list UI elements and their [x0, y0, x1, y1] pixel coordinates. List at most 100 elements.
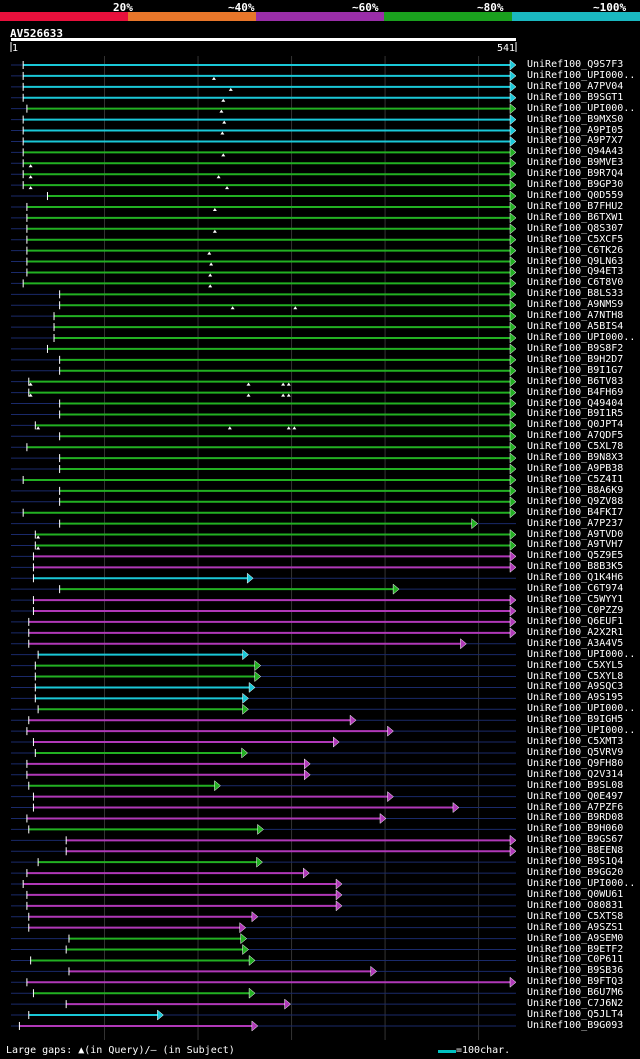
hit-label[interactable]: UniRef100_A5BIS4 — [527, 321, 624, 333]
hit-label[interactable]: UniRef100_C5XYL5 — [527, 659, 624, 671]
hit-row[interactable] — [11, 867, 516, 879]
hit-label[interactable]: UniRef100_A7QDF5 — [527, 430, 624, 442]
hit-label[interactable]: UniRef100_C5WYY1 — [527, 594, 624, 606]
hit-label[interactable]: UniRef100_B9I1G7 — [527, 364, 624, 376]
hit-row[interactable] — [11, 736, 516, 748]
hit-label[interactable]: UniRef100_C6T974 — [527, 583, 624, 595]
hit-label[interactable]: UniRef100_B9SGT1 — [527, 91, 624, 103]
hit-row[interactable] — [11, 288, 517, 300]
hit-row[interactable] — [11, 649, 516, 661]
hit-label[interactable]: UniRef100_Q5Z9E5 — [527, 550, 624, 562]
hit-row[interactable] — [11, 179, 517, 191]
hit-label[interactable]: UniRef100_Q9FH80 — [527, 757, 624, 769]
hit-row[interactable] — [11, 998, 516, 1010]
hit-label[interactable]: UniRef100_A7NTH8 — [527, 310, 624, 322]
hit-label[interactable]: UniRef100_UPI000.. — [527, 332, 636, 343]
hit-label[interactable]: UniRef100_B9I1R5 — [527, 408, 624, 420]
hit-row[interactable] — [11, 146, 517, 158]
hit-row[interactable] — [11, 943, 516, 956]
hit-label[interactable]: UniRef100_B9R7Q4 — [527, 168, 624, 180]
hit-row[interactable] — [11, 266, 517, 279]
hit-row[interactable] — [11, 900, 516, 912]
hit-row[interactable] — [11, 81, 517, 93]
hit-label[interactable]: UniRef100_A9PI05 — [527, 124, 624, 136]
hit-label[interactable]: UniRef100_Q2V314 — [527, 768, 624, 780]
hit-row[interactable] — [11, 354, 517, 366]
hit-row[interactable] — [11, 812, 516, 825]
hit-label[interactable]: UniRef100_UPI000.. — [527, 102, 636, 114]
hit-label[interactable]: UniRef100_Q9LN63 — [527, 255, 624, 267]
hit-row[interactable] — [11, 212, 517, 224]
hit-label[interactable]: UniRef100_B9MXS0 — [527, 113, 624, 125]
hit-row[interactable] — [11, 168, 517, 180]
hit-row[interactable] — [11, 954, 516, 966]
hit-label[interactable]: UniRef100_B9G093 — [527, 1019, 624, 1031]
hit-label[interactable]: UniRef100_B4FKI7 — [527, 506, 624, 518]
hit-label[interactable]: UniRef100_C7J6N2 — [527, 998, 624, 1010]
hit-row[interactable] — [11, 550, 517, 562]
hit-label[interactable]: UniRef100_A3A4V5 — [527, 637, 624, 649]
hit-label[interactable]: UniRef100_UPI000.. — [527, 703, 636, 715]
hit-row[interactable] — [11, 332, 517, 344]
hit-label[interactable]: UniRef100_B8B3K5 — [527, 561, 624, 573]
hit-row[interactable] — [11, 135, 517, 147]
hit-row[interactable] — [11, 605, 517, 617]
hit-row[interactable] — [11, 878, 516, 890]
hit-label[interactable]: UniRef100_B9SL08 — [527, 779, 624, 791]
hit-label[interactable]: UniRef100_UPI000.. — [527, 69, 636, 81]
hit-label[interactable]: UniRef100_B7FHU2 — [527, 200, 624, 212]
hit-row[interactable] — [11, 572, 516, 584]
hit-row[interactable] — [11, 1009, 516, 1021]
hit-label[interactable]: UniRef100_C6T8V0 — [527, 277, 624, 289]
hit-label[interactable]: UniRef100_B9N8X3 — [527, 452, 624, 464]
hit-label[interactable]: UniRef100_B9FTQ3 — [527, 976, 624, 988]
hit-label[interactable]: UniRef100_B8EEN8 — [527, 845, 624, 857]
hit-label[interactable]: UniRef100_A9PB38 — [527, 463, 624, 475]
hit-row[interactable] — [11, 430, 517, 442]
hit-row[interactable] — [11, 343, 517, 355]
hit-label[interactable]: UniRef100_B9GS67 — [527, 834, 624, 846]
hit-label[interactable]: UniRef100_B4FH69 — [527, 386, 624, 398]
hit-row[interactable] — [11, 889, 516, 901]
hit-row[interactable] — [11, 441, 517, 453]
hit-row[interactable] — [11, 223, 517, 235]
hit-label[interactable]: UniRef100_C5XTS8 — [527, 910, 624, 922]
hit-row[interactable] — [11, 256, 517, 268]
hit-row[interactable] — [11, 387, 517, 399]
hit-label[interactable]: UniRef100_UPI000.. — [527, 648, 636, 660]
hit-label[interactable]: UniRef100_B6TV83 — [527, 375, 624, 387]
hit-row[interactable] — [11, 397, 517, 410]
hit-label[interactable]: UniRef100_Q9S7F3 — [527, 59, 624, 70]
hit-label[interactable]: UniRef100_A7PV04 — [527, 80, 624, 92]
hit-label[interactable]: UniRef100_O80831 — [527, 899, 624, 911]
hit-row[interactable] — [11, 92, 517, 104]
hit-row[interactable] — [11, 714, 516, 726]
hit-row[interactable] — [11, 539, 517, 552]
hit-label[interactable]: UniRef100_Q1K4H6 — [527, 572, 624, 584]
hit-row[interactable] — [11, 124, 517, 137]
hit-row[interactable] — [11, 376, 517, 388]
hit-label[interactable]: UniRef100_A9S195 — [527, 692, 624, 704]
hit-row[interactable] — [11, 365, 517, 377]
hit-label[interactable]: UniRef100_A9TVH7 — [527, 539, 624, 551]
hit-label[interactable]: UniRef100_B9H2D7 — [527, 353, 624, 365]
hit-row[interactable] — [11, 616, 517, 628]
hit-label[interactable]: UniRef100_A9SQC3 — [527, 681, 624, 693]
hit-row[interactable] — [11, 780, 516, 792]
hit-row[interactable] — [11, 802, 516, 814]
hit-label[interactable]: UniRef100_B6TXW1 — [527, 211, 624, 223]
hit-label[interactable]: UniRef100_A9NMS9 — [527, 299, 624, 311]
hit-label[interactable]: UniRef100_A9P7X7 — [527, 135, 624, 147]
hit-label[interactable]: UniRef100_B6U7M6 — [527, 987, 624, 999]
hit-label[interactable]: UniRef100_UPI000.. — [527, 878, 636, 889]
hit-row[interactable] — [11, 845, 517, 857]
hit-row[interactable] — [11, 627, 517, 639]
hit-row[interactable] — [11, 976, 517, 988]
hit-label[interactable]: UniRef100_Q5JLT4 — [527, 1009, 624, 1021]
hit-row[interactable] — [11, 529, 517, 541]
hit-label[interactable]: UniRef100_B9GP30 — [527, 179, 624, 191]
hit-label[interactable]: UniRef100_Q0D559 — [527, 190, 624, 202]
hit-row[interactable] — [11, 190, 517, 202]
hit-label[interactable]: UniRef100_Q6EUF1 — [527, 615, 624, 627]
hit-row[interactable] — [11, 692, 516, 704]
